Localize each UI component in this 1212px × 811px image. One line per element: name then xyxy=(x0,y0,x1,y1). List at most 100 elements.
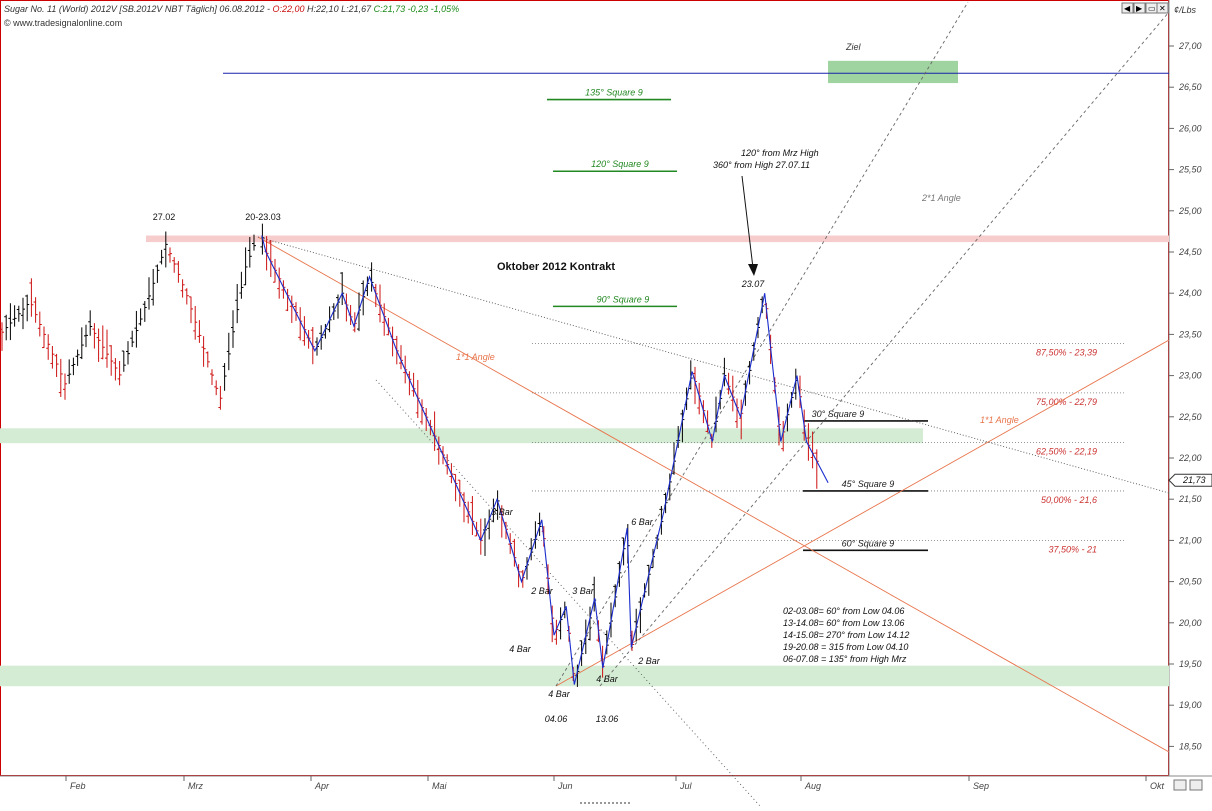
bar-count-label: 2 Bar xyxy=(637,656,661,666)
axis-layer: 18,50 19,00 19,50 20,00 20,50 21,00 21,50 22,00… xyxy=(65,41,1212,791)
price-bar xyxy=(142,301,147,322)
y-tick-label: 19,50 xyxy=(1179,659,1202,669)
cycle-note: 19-20.08 = 315 from Low 04.10 xyxy=(783,642,908,652)
x-tick-label: Apr xyxy=(314,781,330,791)
price-bar xyxy=(180,279,185,298)
cycle-note: 06-07.08 = 135° from High Mrz xyxy=(783,654,907,664)
x-tick-label: Jul xyxy=(679,781,693,791)
price-bar xyxy=(235,283,240,324)
chart-title: Sugar No. 11 (World) 2012V [SB.2012V NBT… xyxy=(4,4,459,14)
price-bar xyxy=(247,237,252,268)
price-bar xyxy=(54,353,59,378)
price-bar xyxy=(243,247,248,286)
price-bar xyxy=(172,257,177,273)
angle-line-up xyxy=(555,339,1170,687)
price-bar xyxy=(71,357,76,376)
chart-main-title: Oktober 2012 Kontrakt xyxy=(497,261,615,273)
x-tick-label: Mrz xyxy=(188,781,203,791)
x-tick-label: Aug xyxy=(804,781,821,791)
price-bar xyxy=(163,231,168,268)
scroll-right-button[interactable] xyxy=(1133,2,1146,14)
price-bar xyxy=(121,350,126,372)
cycle-note: 14-15.08= 270° from Low 14.12 xyxy=(783,630,909,640)
angles-layer: 1*1 Angle 1*1 Angle 2*1 Angle xyxy=(257,1,1170,807)
price-bar xyxy=(126,341,130,365)
low-date-label-2: 13.06 xyxy=(596,714,619,724)
price-bar xyxy=(58,358,63,397)
y-tick-label: 22,50 xyxy=(1178,412,1202,422)
price-bar xyxy=(210,369,214,385)
fib-level-label: 50,00% - 21,6 xyxy=(1041,495,1097,505)
price-bar xyxy=(189,296,193,324)
target-label: Ziel xyxy=(845,42,862,52)
x-tick-label: Mai xyxy=(432,781,448,791)
angle-label: 1*1 Angle xyxy=(456,352,495,362)
y-tick-label: 19,00 xyxy=(1179,700,1202,710)
labels-layer: Oktober 2012 Kontrakt 27.02 20-23.03 23.07 1… xyxy=(153,148,910,724)
price-bar xyxy=(46,334,51,360)
y-tick-label: 20,50 xyxy=(1178,577,1202,587)
x-tick-label: Sep xyxy=(973,781,989,791)
zoom-out-button[interactable] xyxy=(1189,779,1203,791)
close-button[interactable] xyxy=(1156,2,1169,14)
price-bar xyxy=(33,297,38,323)
price-bar xyxy=(168,247,172,263)
price-bar xyxy=(75,349,80,366)
price-bar xyxy=(37,311,42,337)
square9-label: 120° Square 9 xyxy=(591,159,649,169)
price-bar xyxy=(88,310,93,336)
low-date-label-1: 04.06 xyxy=(545,714,568,724)
scroll-left-button[interactable] xyxy=(1121,2,1134,14)
y-tick-label: 25,00 xyxy=(1178,206,1202,216)
price-bar xyxy=(231,310,235,348)
last-price-label: 21,73 xyxy=(1182,475,1206,485)
x-tick-label: Okt xyxy=(1150,781,1165,791)
x-tick-label: Feb xyxy=(70,781,86,791)
zoom-in-button[interactable] xyxy=(1173,779,1187,791)
x-tick-label: Jun xyxy=(557,781,573,791)
bar-count-label: 6 Bar xyxy=(631,517,654,527)
bar-count-label: 2 Bar xyxy=(530,586,554,596)
price-bar xyxy=(218,385,223,410)
high-label-jul: 23.07 xyxy=(741,279,766,289)
price-bar xyxy=(201,336,206,367)
price-bar xyxy=(159,249,164,265)
maximize-icon: ▭ xyxy=(1148,4,1156,13)
y-tick-label: 26,50 xyxy=(1178,82,1202,92)
price-bar xyxy=(29,278,34,317)
price-bar xyxy=(8,303,13,341)
price-bar xyxy=(105,329,109,368)
arrow-note-line-1: 120° from Mrz High xyxy=(741,148,819,158)
price-bar xyxy=(205,351,210,368)
price-bar xyxy=(147,277,151,310)
square9-label: 60° Square 9 xyxy=(842,538,895,548)
price-bar xyxy=(16,305,21,322)
y-tick-label: 21,50 xyxy=(1178,494,1202,504)
price-bar xyxy=(151,268,156,306)
price-bar xyxy=(21,297,25,330)
price-bar xyxy=(176,261,181,283)
y-tick-label: 27,00 xyxy=(1178,41,1202,51)
price-bar xyxy=(0,322,4,351)
price-bar xyxy=(214,380,219,396)
resistance-zone xyxy=(146,235,1169,243)
zones-layer: Ziel xyxy=(0,42,1169,687)
zigzag-layer xyxy=(261,235,829,685)
window-controls: ◀ ▶ ▭ ✕ xyxy=(1121,2,1169,14)
price-bar xyxy=(226,332,231,371)
square9-label: 135° Square 9 xyxy=(585,88,643,98)
price-bar xyxy=(42,326,46,349)
price-bar xyxy=(113,358,118,381)
bar-count-label: 4 Bar xyxy=(548,689,571,699)
note-arrow-head xyxy=(748,264,758,276)
price-bar xyxy=(12,305,17,327)
y-tick-label: 23,50 xyxy=(1178,329,1202,339)
y-tick-label: 24,50 xyxy=(1178,247,1202,257)
y-tick-label: 25,50 xyxy=(1178,165,1202,175)
unit-label: ¢/Lbs xyxy=(1174,5,1197,15)
price-bar xyxy=(184,288,189,305)
cycle-note: 13-14.08= 60° from Low 13.06 xyxy=(783,618,904,628)
angle-label: 2*1 Angle xyxy=(921,193,961,203)
square9-label: 30° Square 9 xyxy=(812,409,865,419)
